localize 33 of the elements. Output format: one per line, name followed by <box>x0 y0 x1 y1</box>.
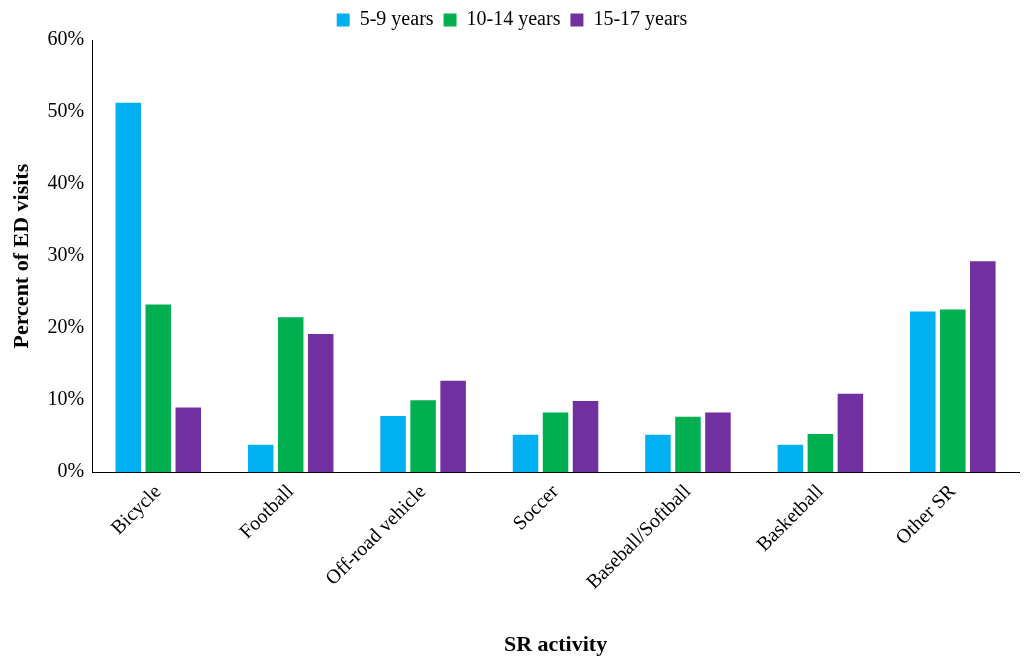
bar <box>572 400 599 473</box>
bar <box>277 317 304 473</box>
legend-label: 15-17 years <box>593 7 688 31</box>
bar <box>247 444 274 473</box>
bar <box>542 412 569 473</box>
bar <box>115 102 142 473</box>
bar <box>380 416 406 473</box>
bar <box>837 393 864 473</box>
bar <box>410 400 436 473</box>
bar <box>970 261 996 473</box>
y-tick-label: 30% <box>47 243 85 266</box>
bar <box>705 412 731 473</box>
legend-label: 5-9 years <box>359 7 434 31</box>
bar <box>777 444 804 473</box>
y-tick-label: 0% <box>57 459 85 482</box>
bar <box>145 304 172 473</box>
y-tick-label: 20% <box>47 315 85 338</box>
bar <box>645 434 671 473</box>
y-tick-label: 10% <box>47 387 85 410</box>
y-tick-label: 50% <box>47 99 85 122</box>
bar <box>807 434 834 473</box>
y-tick-label: 40% <box>47 171 85 194</box>
bar <box>675 416 701 473</box>
x-axis-title: SR activity <box>503 631 608 657</box>
bar <box>910 311 936 473</box>
bar <box>940 309 966 473</box>
y-axis-title: Percent of ED visits <box>7 163 33 349</box>
legend-label: 10-14 years <box>466 7 561 31</box>
bar <box>440 380 466 473</box>
bar <box>512 434 539 473</box>
y-tick-label: 60% <box>47 27 85 50</box>
bar <box>307 333 334 473</box>
bar <box>175 407 202 473</box>
